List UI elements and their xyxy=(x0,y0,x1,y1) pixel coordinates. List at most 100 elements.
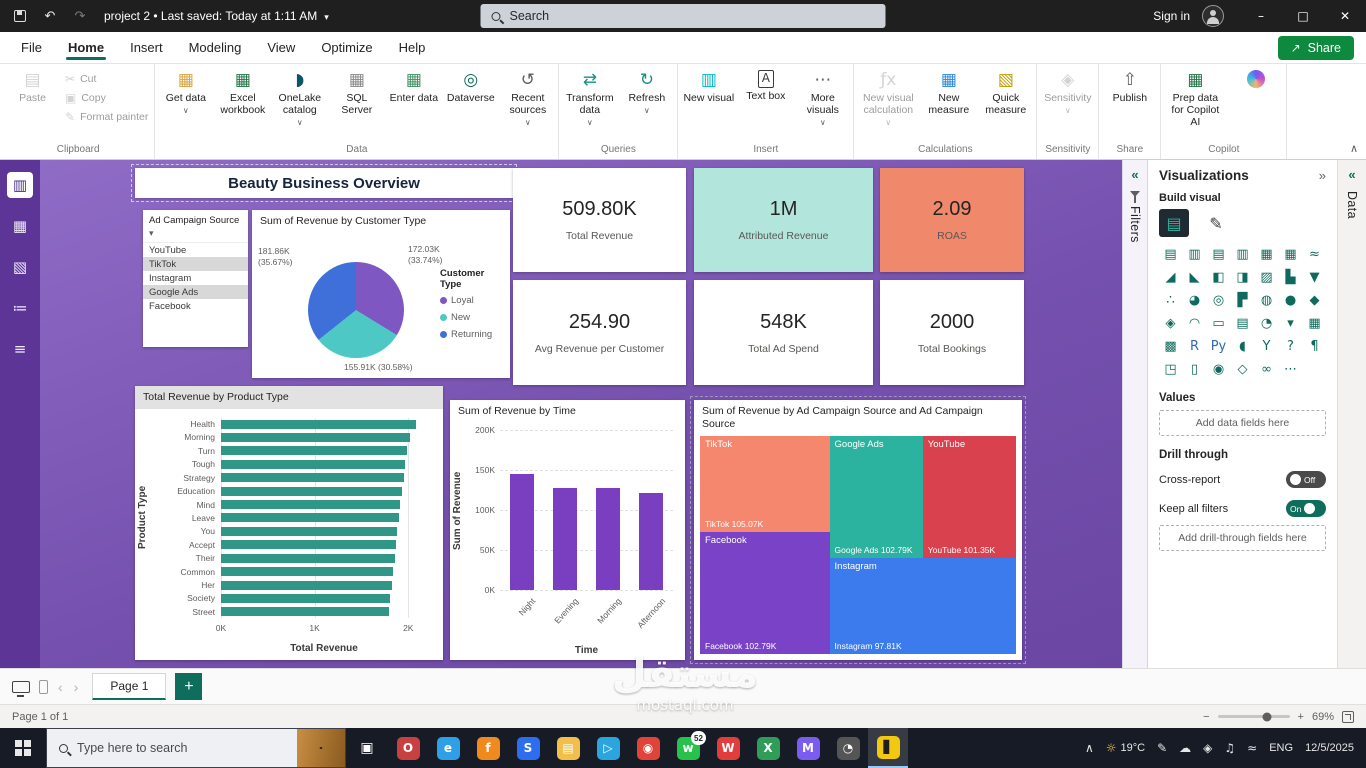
stacked-column-100-icon[interactable]: ▦ xyxy=(1284,246,1297,262)
undo-button[interactable] xyxy=(36,3,64,29)
excel-workbook-button[interactable]: ▦ Excel workbook xyxy=(214,64,271,118)
zoom-slider-thumb[interactable] xyxy=(1262,712,1272,721)
ribbon-chart-icon[interactable]: ▨ xyxy=(1260,269,1273,285)
menu-home[interactable]: Home xyxy=(55,32,117,63)
model-view-icon[interactable]: ▧ xyxy=(12,258,28,276)
stacked-area-chart-icon[interactable]: ◣ xyxy=(1189,269,1200,285)
table-icon[interactable]: ▦ xyxy=(1308,315,1321,331)
collapse-ribbon-button[interactable] xyxy=(1350,142,1358,155)
bar[interactable] xyxy=(221,553,396,563)
bar[interactable] xyxy=(221,540,397,550)
task-view-button[interactable]: ▣ xyxy=(346,728,388,768)
bar[interactable] xyxy=(221,419,416,429)
text-box-button[interactable]: A Text box xyxy=(737,64,794,104)
column-chart-visual[interactable]: Sum of Revenue by Time Sum of Revenue 20… xyxy=(450,400,685,660)
add-drill-through-fields-well[interactable]: Add drill-through fields here xyxy=(1159,525,1326,551)
zoom-slider[interactable] xyxy=(1217,712,1290,721)
redo-button[interactable] xyxy=(66,3,94,29)
desktop-layout-icon[interactable] xyxy=(12,680,30,697)
bar[interactable] xyxy=(221,486,402,496)
report-title-textbox[interactable]: Beauty Business Overview xyxy=(131,164,517,202)
area-chart-icon[interactable]: ◢ xyxy=(1165,269,1176,285)
qa-icon[interactable]: ? xyxy=(1287,338,1294,354)
kpi-card-attributed-revenue[interactable]: 1M Attributed Revenue xyxy=(694,168,873,272)
slicer-item-google-ads[interactable]: Google Ads xyxy=(143,285,248,299)
line-chart-icon[interactable]: ≈ xyxy=(1309,246,1320,262)
get-data-button[interactable]: ▦ Get data xyxy=(157,64,214,117)
kpi-icon[interactable]: ◔ xyxy=(1260,315,1273,331)
quick-measure-button[interactable]: ▧ Quick measure xyxy=(977,64,1034,118)
power-automate-icon[interactable]: ∞ xyxy=(1261,361,1272,377)
edge-taskbar-button[interactable]: e xyxy=(428,728,468,768)
kpi-card-total-bookings[interactable]: 2000 Total Bookings xyxy=(880,280,1024,385)
mobile-layout-icon[interactable] xyxy=(39,679,48,694)
maximize-button[interactable] xyxy=(1282,0,1324,32)
treemap-block-google-ads[interactable]: Google Ads Google Ads 102.79K xyxy=(829,436,923,559)
metrics-icon[interactable]: ◳ xyxy=(1164,361,1177,377)
bar[interactable] xyxy=(221,580,393,590)
bar[interactable] xyxy=(221,446,408,456)
column-bar[interactable] xyxy=(639,493,664,590)
smart-narrative-icon[interactable]: ¶ xyxy=(1310,338,1319,354)
bar[interactable] xyxy=(221,593,391,603)
stacked-bar-100-icon[interactable]: ▦ xyxy=(1260,246,1273,262)
card-icon[interactable]: ▭ xyxy=(1212,315,1225,331)
line-clustered-column-icon[interactable]: ◨ xyxy=(1236,269,1249,285)
enter-data-button[interactable]: ▦ Enter data xyxy=(385,64,442,106)
next-page-button[interactable] xyxy=(73,679,80,695)
opera-taskbar-button[interactable]: O xyxy=(388,728,428,768)
bar[interactable] xyxy=(221,473,404,483)
matrix-icon[interactable]: ▩ xyxy=(1164,338,1177,354)
page-tab[interactable]: Page 1 xyxy=(92,673,167,700)
build-visual-tab[interactable]: ▤ xyxy=(1159,209,1189,237)
new-visual-button[interactable]: ▥ New visual xyxy=(680,64,737,106)
column-bar[interactable] xyxy=(596,488,621,590)
table-view-icon[interactable]: ▦ xyxy=(12,217,28,235)
dax-query-view-icon[interactable]: ≔ xyxy=(12,299,28,317)
zoom-out-button[interactable] xyxy=(1203,711,1209,723)
dataverse-button[interactable]: ◎ Dataverse xyxy=(442,64,499,106)
report-canvas[interactable]: Beauty Business Overview Ad Campaign Sou… xyxy=(40,160,1122,668)
more-visuals-icon[interactable]: ⋯ xyxy=(1284,361,1297,377)
onelake-catalog-button[interactable]: ◗ OneLake catalog xyxy=(271,64,328,129)
collapse-visualizations-icon[interactable] xyxy=(1319,168,1326,183)
bar[interactable] xyxy=(221,607,389,617)
bar[interactable] xyxy=(221,513,399,523)
expand-data-icon[interactable] xyxy=(1348,167,1355,182)
fit-to-page-button[interactable] xyxy=(1342,710,1354,723)
slicer-item-youtube[interactable]: YouTube xyxy=(149,245,187,256)
folder-taskbar-button[interactable]: ▤ xyxy=(548,728,588,768)
line-stacked-column-icon[interactable]: ◧ xyxy=(1212,269,1225,285)
funnel-chart-icon[interactable]: ▼ xyxy=(1309,269,1320,285)
bar[interactable] xyxy=(221,432,411,442)
new-measure-button[interactable]: ▦ New measure xyxy=(920,64,977,118)
azure-map-icon[interactable]: ◈ xyxy=(1165,315,1176,331)
wps-taskbar-button[interactable]: W xyxy=(708,728,748,768)
treemap-visual[interactable]: Sum of Revenue by Ad Campaign Source and… xyxy=(690,396,1026,664)
bar[interactable] xyxy=(221,459,406,469)
start-button[interactable] xyxy=(0,728,46,768)
network-icon[interactable]: ≈ xyxy=(1247,741,1258,755)
slicer-dropdown-icon[interactable] xyxy=(143,228,248,243)
map-icon[interactable]: ◍ xyxy=(1260,292,1273,308)
weather-widget[interactable]: ☼ 19°C xyxy=(1100,728,1151,768)
scatter-chart-icon[interactable]: ∴ xyxy=(1166,292,1175,308)
new-page-button[interactable] xyxy=(175,673,203,700)
share-button[interactable]: Share xyxy=(1277,35,1354,60)
ink-workspace-icon[interactable]: ✎ xyxy=(1157,741,1168,755)
clock-date[interactable]: 12/5/2025 xyxy=(1305,742,1354,754)
arcgis-map-icon[interactable]: ◉ xyxy=(1212,361,1225,377)
firefox-taskbar-button[interactable]: f xyxy=(468,728,508,768)
r-script-icon[interactable]: R xyxy=(1189,338,1200,354)
bar[interactable] xyxy=(221,567,394,577)
pie-chart[interactable] xyxy=(308,262,404,358)
prep-data-for-copilot-ai-button[interactable]: ▦ Prep data for Copilot AI xyxy=(1163,64,1227,130)
onedrive-icon[interactable]: ☁ xyxy=(1179,741,1192,755)
more-visuals-button[interactable]: ⋯ More visuals xyxy=(794,64,851,129)
pie-chart-visual[interactable]: Sum of Revenue by Customer Type 181.86K … xyxy=(252,210,510,378)
donut-chart-icon[interactable]: ◎ xyxy=(1212,292,1225,308)
chrome-taskbar-button[interactable]: ◉ xyxy=(628,728,668,768)
treemap-block-facebook[interactable]: Facebook Facebook 102.79K xyxy=(700,531,830,654)
save-button[interactable] xyxy=(6,3,34,29)
